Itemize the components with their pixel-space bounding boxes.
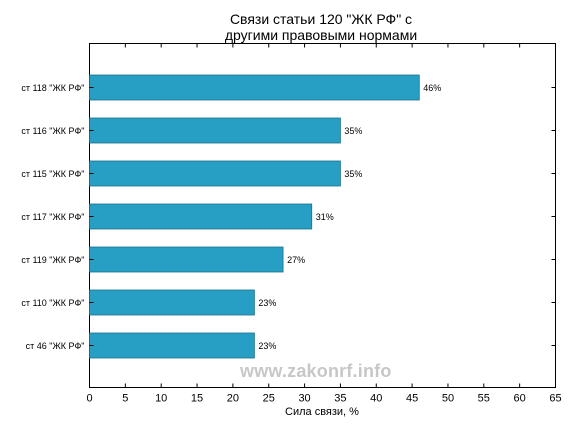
bar-value-label: 23%	[258, 341, 276, 351]
bar-value-label: 31%	[316, 212, 334, 222]
x-axis-ticks: 0 5 10 15 20 25 30 35 40 45 50 55 60 65	[86, 43, 562, 405]
chart-title-line-1: Связи статьи 120 "ЖК РФ" с	[229, 11, 413, 27]
x-tick-label: 65	[549, 393, 561, 405]
bar	[89, 117, 341, 144]
x-tick-label: 35	[334, 393, 346, 405]
category-label: ст 46 "ЖК РФ"	[26, 341, 85, 351]
x-tick-label: 20	[227, 393, 239, 405]
x-tick-label: 5	[122, 393, 128, 405]
bar-value-label: 27%	[287, 255, 305, 265]
x-tick-label: 0	[86, 393, 92, 405]
watermark: www.zakonrf.info	[240, 361, 392, 381]
bar	[89, 74, 420, 101]
x-tick-label: 10	[155, 393, 167, 405]
bar	[89, 203, 313, 230]
bar-value-label: 35%	[344, 169, 362, 179]
category-label: ст 117 "ЖК РФ"	[21, 212, 84, 222]
bar	[89, 246, 284, 273]
category-label: ст 119 "ЖК РФ"	[21, 255, 84, 265]
category-label: ст 110 "ЖК РФ"	[21, 298, 84, 308]
category-label: ст 116 "ЖК РФ"	[21, 126, 84, 136]
chart-title-line-2: другими правовыми нормами	[224, 27, 418, 43]
x-tick-label: 15	[191, 393, 203, 405]
x-tick-label: 50	[442, 393, 454, 405]
category-label: ст 115 "ЖК РФ"	[21, 169, 84, 179]
bar	[89, 160, 341, 187]
bar-value-label: 23%	[258, 298, 276, 308]
x-tick-label: 25	[263, 393, 275, 405]
x-tick-label: 60	[514, 393, 526, 405]
category-label: ст 118 "ЖК РФ"	[21, 83, 84, 93]
y-axis-labels: ст 118 "ЖК РФ" ст 116 "ЖК РФ" ст 115 "ЖК Р…	[21, 83, 556, 351]
bar-value-label: 46%	[423, 83, 441, 93]
x-tick-label: 30	[298, 393, 310, 405]
x-tick-label: 55	[478, 393, 490, 405]
bars-group: 46% 35% 35% 31% 27% 23% 23%	[89, 74, 441, 359]
x-tick-label: 40	[370, 393, 382, 405]
x-tick-label: 45	[406, 393, 418, 405]
bar	[89, 289, 255, 316]
x-axis-label: Сила связи, %	[285, 406, 359, 418]
bar-value-label: 35%	[344, 126, 362, 136]
chart-title: Связи статьи 120 "ЖК РФ" с другими право…	[0, 11, 576, 43]
bar	[89, 332, 255, 359]
